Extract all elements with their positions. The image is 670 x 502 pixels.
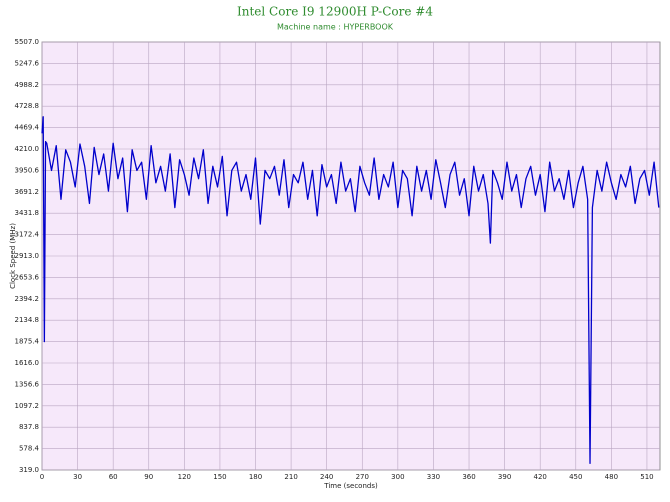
x-axis-label: Time (seconds) <box>323 482 378 490</box>
x-tick-label: 30 <box>73 473 82 481</box>
x-tick-label: 150 <box>213 473 226 481</box>
y-tick-label: 3950.6 <box>15 166 40 174</box>
y-tick-label: 2134.8 <box>15 316 40 324</box>
x-tick-label: 300 <box>391 473 404 481</box>
y-tick-label: 4728.8 <box>15 102 40 110</box>
x-tick-label: 330 <box>427 473 440 481</box>
y-tick-label: 578.4 <box>19 445 40 453</box>
y-tick-label: 2653.6 <box>15 273 40 281</box>
x-tick-label: 450 <box>569 473 582 481</box>
y-tick-label: 319.0 <box>19 466 39 474</box>
y-tick-label: 1875.4 <box>15 338 40 346</box>
x-tick-label: 240 <box>320 473 333 481</box>
y-tick-label: 1097.2 <box>15 402 40 410</box>
x-tick-label: 120 <box>178 473 191 481</box>
chart-subtitle: Machine name : HYPERBOOK <box>277 23 394 32</box>
x-tick-label: 90 <box>144 473 153 481</box>
x-tick-label: 210 <box>284 473 297 481</box>
x-tick-label: 270 <box>356 473 369 481</box>
x-tick-label: 390 <box>498 473 511 481</box>
y-tick-label: 4988.2 <box>15 81 40 89</box>
y-tick-label: 2394.2 <box>15 295 40 303</box>
y-tick-label: 1356.6 <box>15 380 40 388</box>
series-line <box>41 116 660 464</box>
y-tick-label: 4469.4 <box>15 124 40 132</box>
y-tick-label: 1616.0 <box>15 359 40 367</box>
x-tick-label: 420 <box>534 473 547 481</box>
y-tick-label: 3431.8 <box>15 209 40 217</box>
y-tick-label: 5247.6 <box>15 59 40 67</box>
y-tick-label: 2913.0 <box>15 252 40 260</box>
y-tick-label: 3691.2 <box>15 188 40 196</box>
x-tick-label: 60 <box>109 473 118 481</box>
x-tick-label: 510 <box>640 473 653 481</box>
x-tick-label: 360 <box>462 473 475 481</box>
y-axis-label: Clock Speed (MHz) <box>9 223 17 289</box>
chart-title: Intel Core I9 12900H P-Core #4 <box>237 5 433 19</box>
y-tick-label: 837.8 <box>19 423 39 431</box>
x-tick-label: 480 <box>605 473 618 481</box>
x-tick-label: 0 <box>40 473 44 481</box>
y-tick-label: 3172.4 <box>15 231 40 239</box>
x-tick-label: 180 <box>249 473 262 481</box>
y-tick-label: 5507.0 <box>15 38 40 46</box>
y-tick-label: 4210.0 <box>15 145 40 153</box>
